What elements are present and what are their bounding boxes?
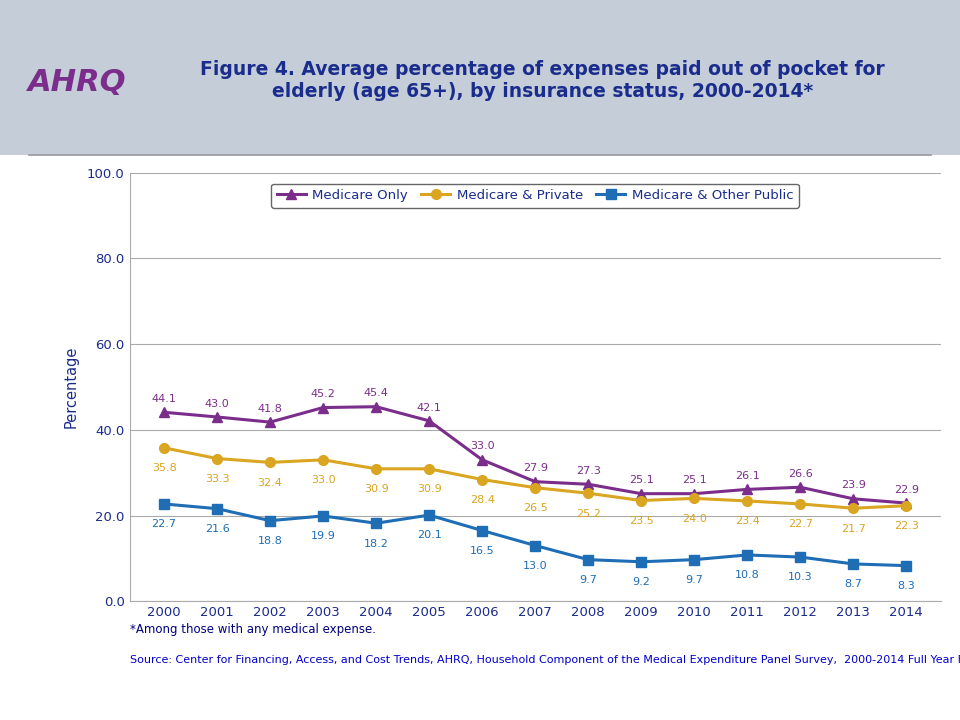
Text: 30.9: 30.9 bbox=[417, 484, 442, 494]
Y-axis label: Percentage: Percentage bbox=[63, 346, 79, 428]
Text: 22.7: 22.7 bbox=[788, 519, 813, 529]
Text: AHRQ: AHRQ bbox=[28, 68, 126, 96]
Text: 33.3: 33.3 bbox=[204, 474, 229, 484]
Text: 23.5: 23.5 bbox=[629, 516, 654, 526]
Text: 16.5: 16.5 bbox=[469, 546, 494, 556]
Text: 9.7: 9.7 bbox=[579, 575, 597, 585]
Text: 18.8: 18.8 bbox=[257, 536, 282, 546]
Text: 20.1: 20.1 bbox=[417, 531, 442, 541]
Text: Figure 4. Average percentage of expenses paid out of pocket for
elderly (age 65+: Figure 4. Average percentage of expenses… bbox=[200, 60, 885, 101]
Text: 25.2: 25.2 bbox=[576, 508, 601, 518]
Text: 9.2: 9.2 bbox=[633, 577, 650, 587]
Text: 26.6: 26.6 bbox=[788, 469, 813, 479]
Text: 10.8: 10.8 bbox=[735, 570, 759, 580]
Text: 30.9: 30.9 bbox=[364, 484, 389, 494]
Text: 33.0: 33.0 bbox=[469, 441, 494, 451]
Text: 22.7: 22.7 bbox=[152, 519, 177, 529]
Text: 13.0: 13.0 bbox=[523, 561, 547, 571]
Text: *Among those with any medical expense.: *Among those with any medical expense. bbox=[130, 623, 375, 636]
Text: 22.3: 22.3 bbox=[894, 521, 919, 531]
Text: 24.0: 24.0 bbox=[682, 513, 707, 523]
Text: 8.7: 8.7 bbox=[845, 579, 862, 589]
Text: 45.4: 45.4 bbox=[364, 388, 389, 398]
Text: 10.3: 10.3 bbox=[788, 572, 812, 582]
Text: 26.1: 26.1 bbox=[735, 471, 759, 481]
Text: 27.3: 27.3 bbox=[576, 466, 601, 476]
Text: 21.6: 21.6 bbox=[204, 524, 229, 534]
Text: 8.3: 8.3 bbox=[898, 581, 915, 591]
Text: 9.7: 9.7 bbox=[685, 575, 703, 585]
Text: 35.8: 35.8 bbox=[152, 463, 177, 473]
Text: 19.9: 19.9 bbox=[311, 531, 336, 541]
Text: 25.1: 25.1 bbox=[629, 475, 654, 485]
Text: 21.7: 21.7 bbox=[841, 523, 866, 534]
Text: Source: Center for Financing, Access, and Cost Trends, AHRQ, Household Component: Source: Center for Financing, Access, an… bbox=[130, 655, 960, 665]
Text: 25.1: 25.1 bbox=[682, 475, 707, 485]
Text: 44.1: 44.1 bbox=[152, 394, 177, 404]
Text: 23.4: 23.4 bbox=[734, 516, 759, 526]
Text: 45.2: 45.2 bbox=[311, 390, 336, 399]
Text: 22.9: 22.9 bbox=[894, 485, 919, 495]
Text: 43.0: 43.0 bbox=[204, 399, 229, 409]
Text: 28.4: 28.4 bbox=[469, 495, 494, 505]
Text: 23.9: 23.9 bbox=[841, 480, 866, 490]
Text: 33.0: 33.0 bbox=[311, 475, 335, 485]
Text: 42.1: 42.1 bbox=[417, 402, 442, 413]
Text: 32.4: 32.4 bbox=[257, 477, 282, 487]
Legend: Medicare Only, Medicare & Private, Medicare & Other Public: Medicare Only, Medicare & Private, Medic… bbox=[272, 184, 799, 207]
Text: 18.2: 18.2 bbox=[364, 539, 389, 549]
Text: 26.5: 26.5 bbox=[523, 503, 547, 513]
Text: 41.8: 41.8 bbox=[257, 404, 282, 414]
Text: 27.9: 27.9 bbox=[522, 464, 548, 473]
